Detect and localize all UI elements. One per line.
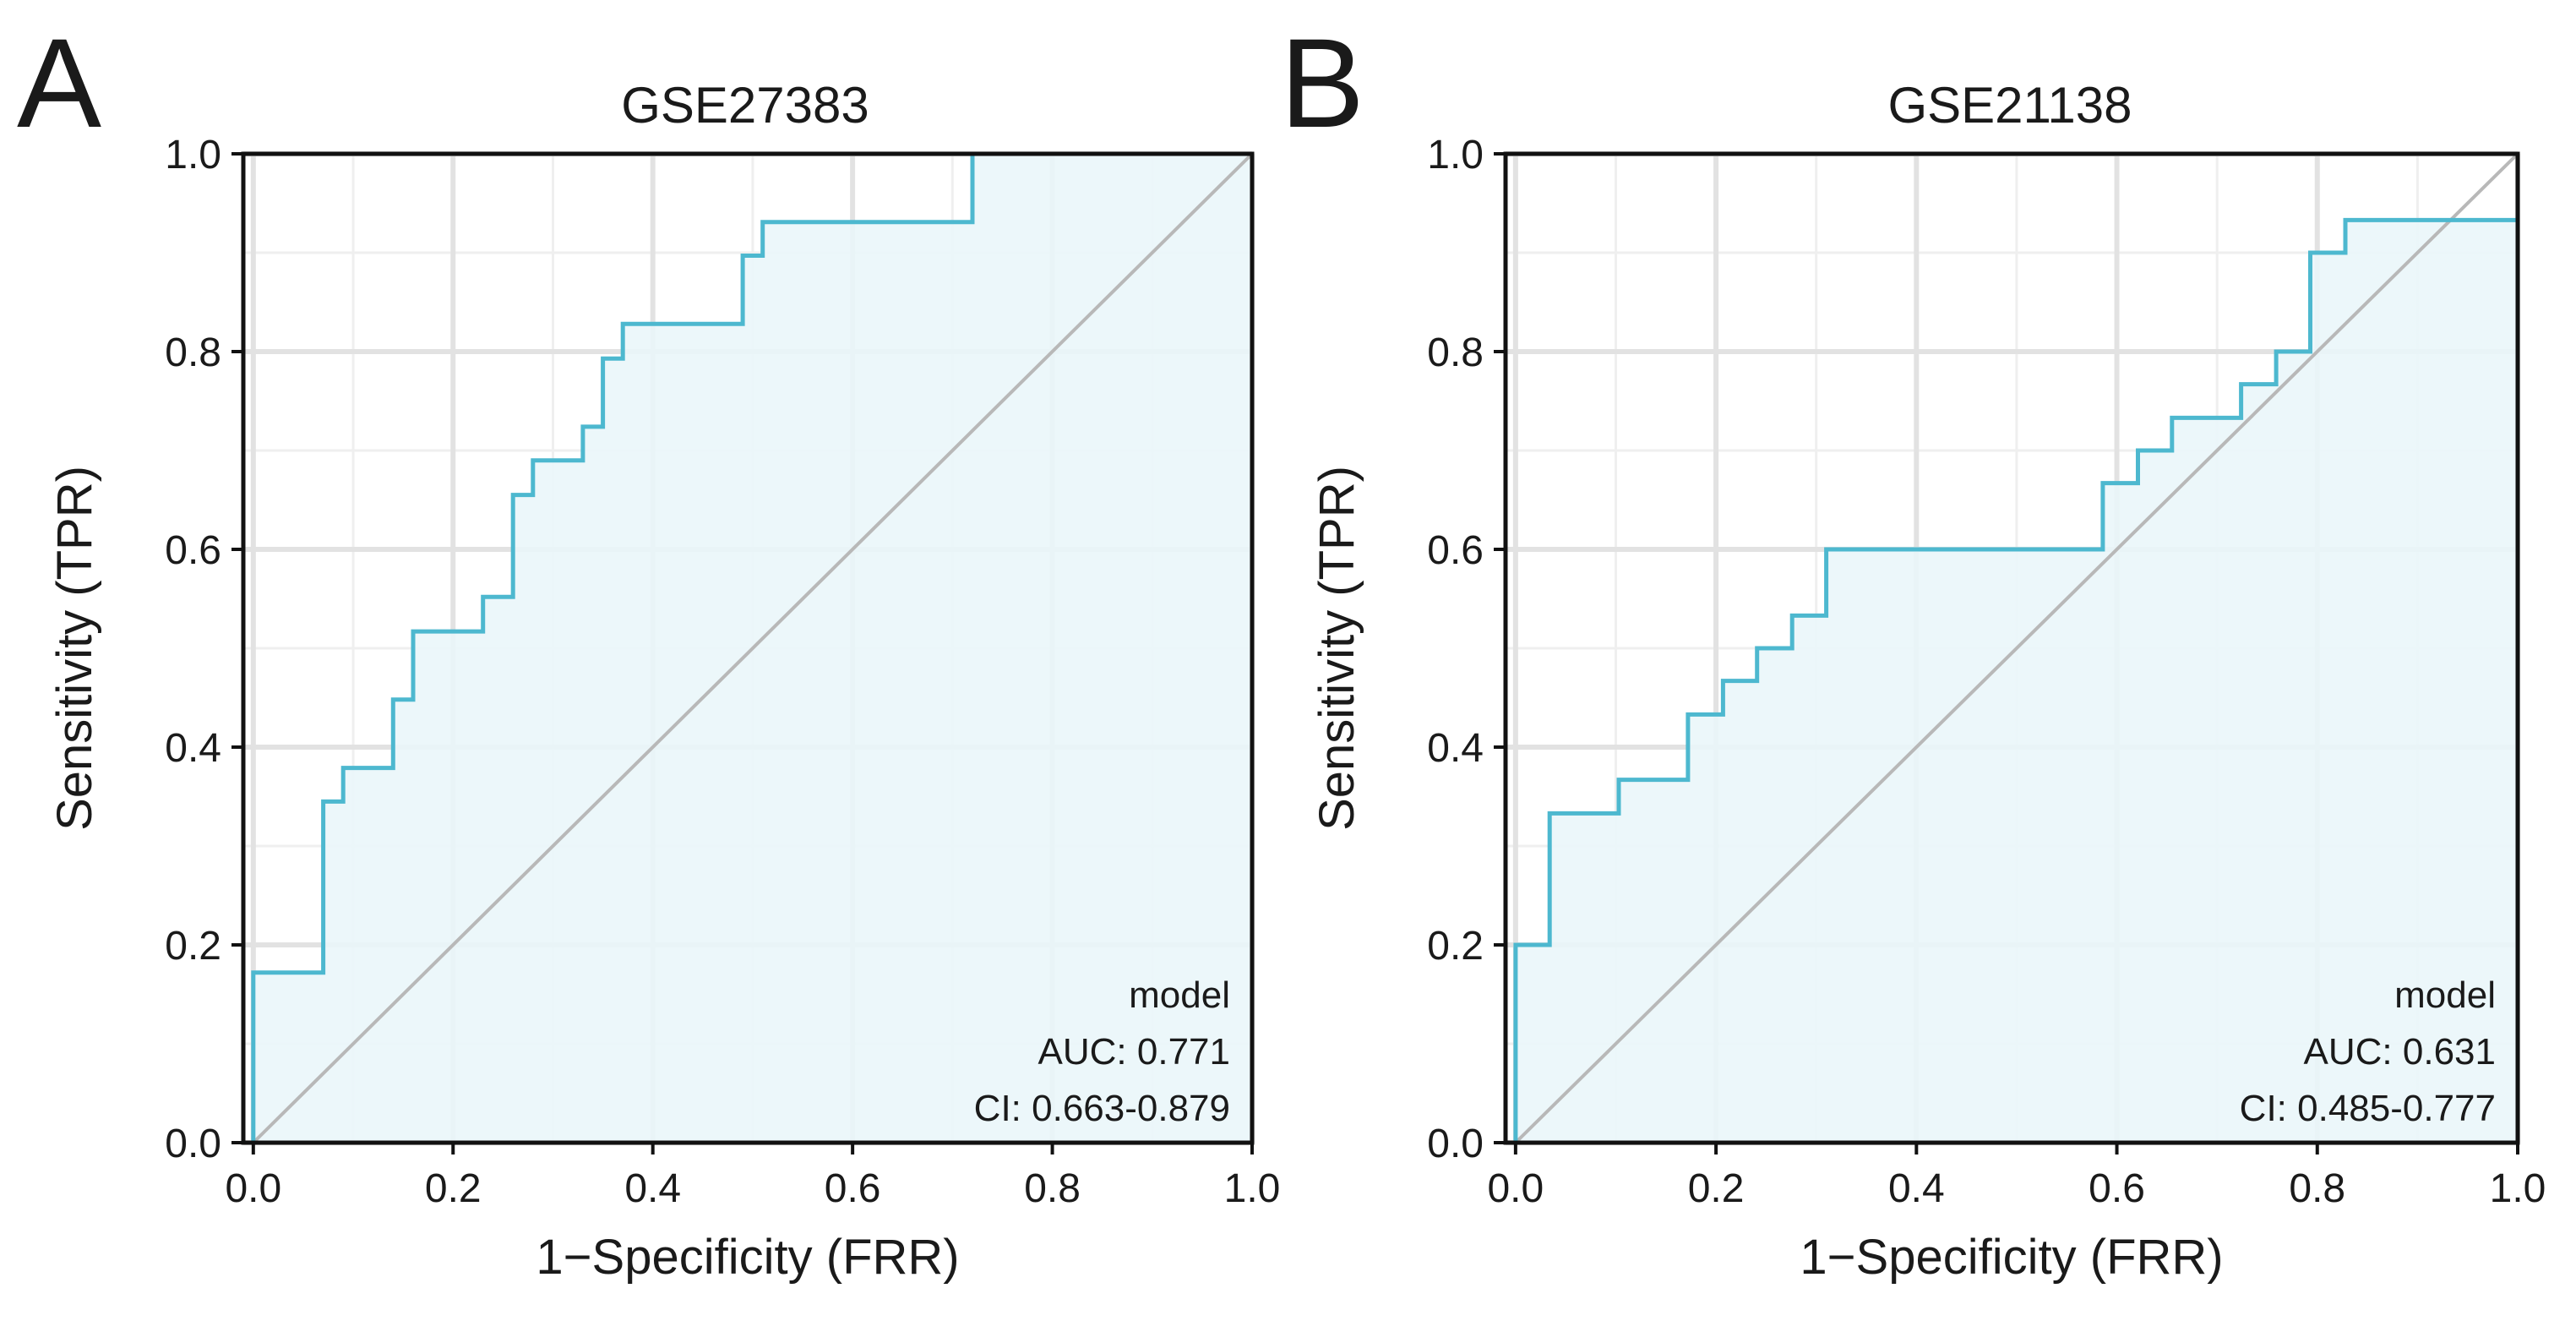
- y-tick-label: 0.2: [165, 924, 221, 969]
- legend-auc: AUC: 0.631: [2304, 1031, 2496, 1073]
- x-tick-label: 0.4: [624, 1166, 681, 1211]
- x-tick-label: 1.0: [2490, 1166, 2546, 1211]
- y-tick-label: 0.6: [165, 528, 221, 573]
- roc-curve: [251, 151, 1252, 1143]
- plot-frame: [1503, 151, 2520, 1145]
- legend-ci: CI: 0.663-0.879: [974, 1088, 1230, 1129]
- y-tick-label: 1.0: [165, 133, 221, 177]
- legend-model-name: model: [1129, 974, 1230, 1016]
- y-tick-label: 0.4: [1427, 726, 1484, 771]
- panel-label: B: [1280, 12, 1364, 154]
- y-tick-label: 0.4: [165, 726, 221, 771]
- panel-a: 0.0 0.2 0.4 0.6 0.8 1.0 0.0 0.2 0.4 0.6 0.8 1.0 1−Sp…: [17, 12, 1280, 1285]
- panel-b: 0.0 0.2 0.4 0.6 0.8 1.0 0.0 0.2 0.4 0.6 0.8 1.0 1−Sp…: [1280, 12, 2546, 1285]
- x-tick-label: 0.0: [1487, 1166, 1544, 1211]
- x-tick-label: 0.2: [425, 1166, 482, 1211]
- x-tick-label: 0.8: [2289, 1166, 2345, 1211]
- y-tick-label: 0.8: [1427, 330, 1484, 375]
- y-axis-title: Sensitivity (TPR): [47, 466, 102, 831]
- x-tick-label: 0.2: [1688, 1166, 1745, 1211]
- y-axis-title: Sensitivity (TPR): [1310, 466, 1364, 831]
- x-tick-label: 0.4: [1888, 1166, 1945, 1211]
- reference-diagonal: [1514, 152, 2519, 1144]
- x-tick-label: 0.8: [1024, 1166, 1081, 1211]
- x-axis-title: 1−Specificity (FRR): [536, 1230, 959, 1285]
- x-tick-label: 0.0: [225, 1166, 281, 1211]
- y-tick-label: 1.0: [1427, 133, 1484, 177]
- panel-label: A: [17, 12, 101, 154]
- chart-title: GSE27383: [621, 77, 869, 134]
- plot-frame: [241, 151, 1255, 1145]
- y-tick-label: 0.2: [1427, 924, 1484, 969]
- y-tick-label: 0.8: [165, 330, 221, 375]
- x-tick-label: 0.6: [825, 1166, 881, 1211]
- y-tick-label: 0.0: [165, 1122, 221, 1166]
- legend-model-name: model: [2394, 974, 2496, 1016]
- legend-auc: AUC: 0.771: [1038, 1031, 1230, 1073]
- y-tick-label: 0.6: [1427, 528, 1484, 573]
- x-tick-label: 0.6: [2089, 1166, 2145, 1211]
- legend-ci: CI: 0.485-0.777: [2240, 1088, 2496, 1129]
- x-tick-label: 1.0: [1224, 1166, 1281, 1211]
- chart-title: GSE21138: [1887, 77, 2132, 134]
- auc-area-fill: [1515, 220, 2518, 1143]
- x-axis-title: 1−Specificity (FRR): [1800, 1230, 2223, 1285]
- roc-curve: [1513, 217, 2518, 1143]
- y-tick-label: 0.0: [1427, 1122, 1484, 1166]
- reference-diagonal: [252, 152, 1254, 1144]
